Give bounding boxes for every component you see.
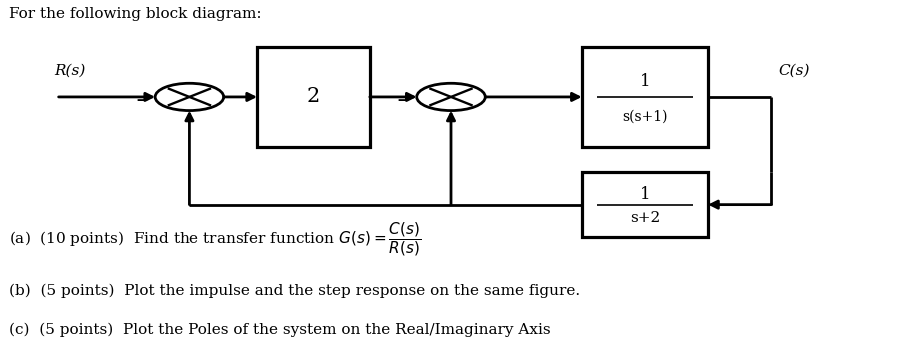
Text: C(s): C(s)	[778, 63, 810, 77]
Bar	[257, 47, 370, 147]
Text: s+2: s+2	[630, 211, 660, 224]
Text: s(s+1): s(s+1)	[622, 110, 667, 124]
Text: R(s): R(s)	[54, 63, 86, 77]
Text: −: −	[135, 94, 148, 108]
Bar	[582, 172, 708, 237]
Text: −: −	[397, 94, 410, 108]
Bar	[582, 47, 708, 147]
Text: For the following block diagram:: For the following block diagram:	[9, 7, 262, 21]
Text: 1: 1	[640, 73, 650, 90]
Text: (c)  (5 points)  Plot the Poles of the system on the Real/Imaginary Axis: (c) (5 points) Plot the Poles of the sys…	[9, 323, 550, 337]
Text: (a)  (10 points)  Find the transfer function $G(s) = \dfrac{C(s)}{R(s)}$: (a) (10 points) Find the transfer functi…	[9, 221, 421, 258]
Text: (b)  (5 points)  Plot the impulse and the step response on the same figure.: (b) (5 points) Plot the impulse and the …	[9, 284, 580, 298]
Text: 1: 1	[640, 186, 650, 204]
Text: 2: 2	[307, 88, 320, 106]
